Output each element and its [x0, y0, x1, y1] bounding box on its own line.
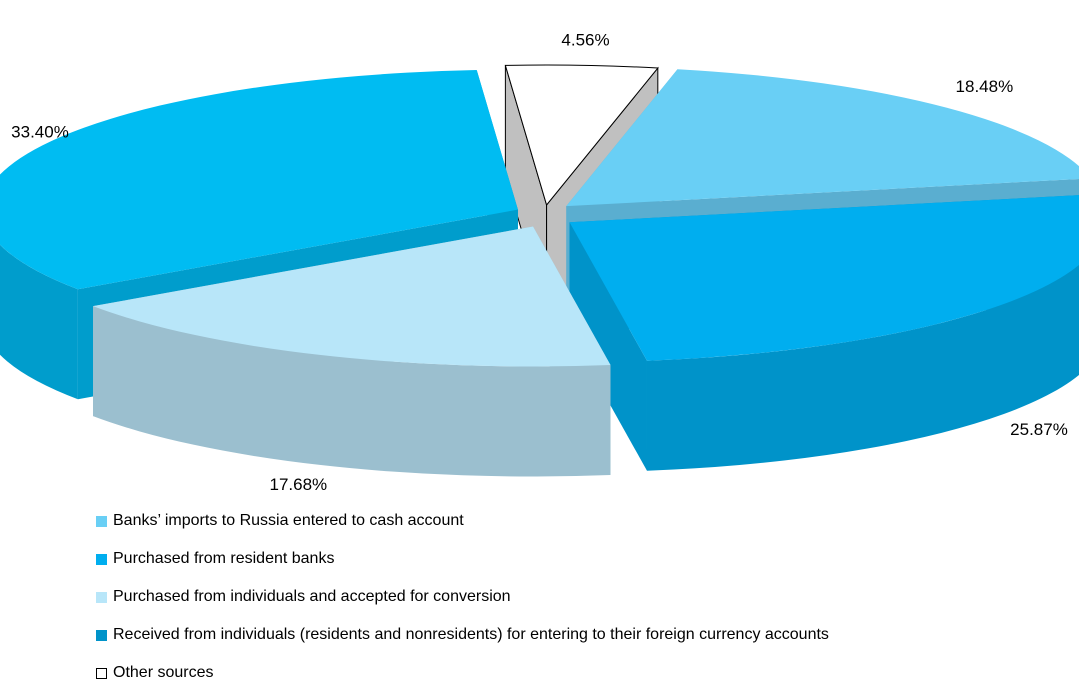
slice-side-end-resident-banks: [569, 222, 647, 471]
slice-top-other-sources: [504, 64, 659, 207]
slice-label-other-sources: 4.56%: [561, 30, 609, 49]
slice-label-individuals-conversion: 17.68%: [270, 475, 328, 494]
legend-label: Banks’ imports to Russia entered to cash…: [113, 512, 464, 529]
legend-swatch: [96, 667, 107, 679]
slice-top-banks-imports: [566, 69, 1079, 207]
slice-top-individuals-accounts: [0, 70, 518, 290]
slice-label-individuals-accounts: 33.40%: [11, 122, 69, 141]
legend-item-individuals-conversion: Purchased from individuals and accepted …: [96, 587, 1079, 607]
slice-wall-individuals-accounts: [0, 244, 78, 400]
slice-label-resident-banks: 25.87%: [1010, 420, 1068, 439]
slice-wall-individuals-conversion: [93, 306, 611, 477]
slice-individuals-conversion: [93, 226, 611, 477]
legend: Banks’ imports to Russia entered to cash…: [96, 511, 1079, 699]
legend-label: Other sources: [113, 664, 214, 681]
slice-label-banks-imports: 18.48%: [956, 77, 1014, 96]
legend-item-individuals-accounts: Received from individuals (residents and…: [96, 625, 1079, 645]
pie-chart: 18.48% 25.87% 17.68% 33.40% 4.56%: [0, 30, 1079, 494]
legend-label: Purchased from resident banks: [113, 550, 335, 567]
slice-wall-resident-banks: [646, 264, 1079, 471]
legend-swatch: [96, 553, 107, 565]
legend-label: Received from individuals (residents and…: [113, 626, 829, 643]
slice-top-resident-banks: [569, 195, 1079, 361]
slice-top-individuals-conversion: [93, 226, 611, 367]
legend-item-banks-imports: Banks’ imports to Russia entered to cash…: [96, 511, 1079, 531]
legend-item-resident-banks: Purchased from resident banks: [96, 549, 1079, 569]
legend-label: Purchased from individuals and accepted …: [113, 588, 511, 605]
legend-swatch: [96, 515, 107, 527]
slice-resident-banks: [569, 195, 1079, 471]
legend-swatch: [96, 591, 107, 603]
legend-item-other-sources: Other sources: [96, 663, 1079, 683]
legend-swatch: [96, 629, 107, 641]
